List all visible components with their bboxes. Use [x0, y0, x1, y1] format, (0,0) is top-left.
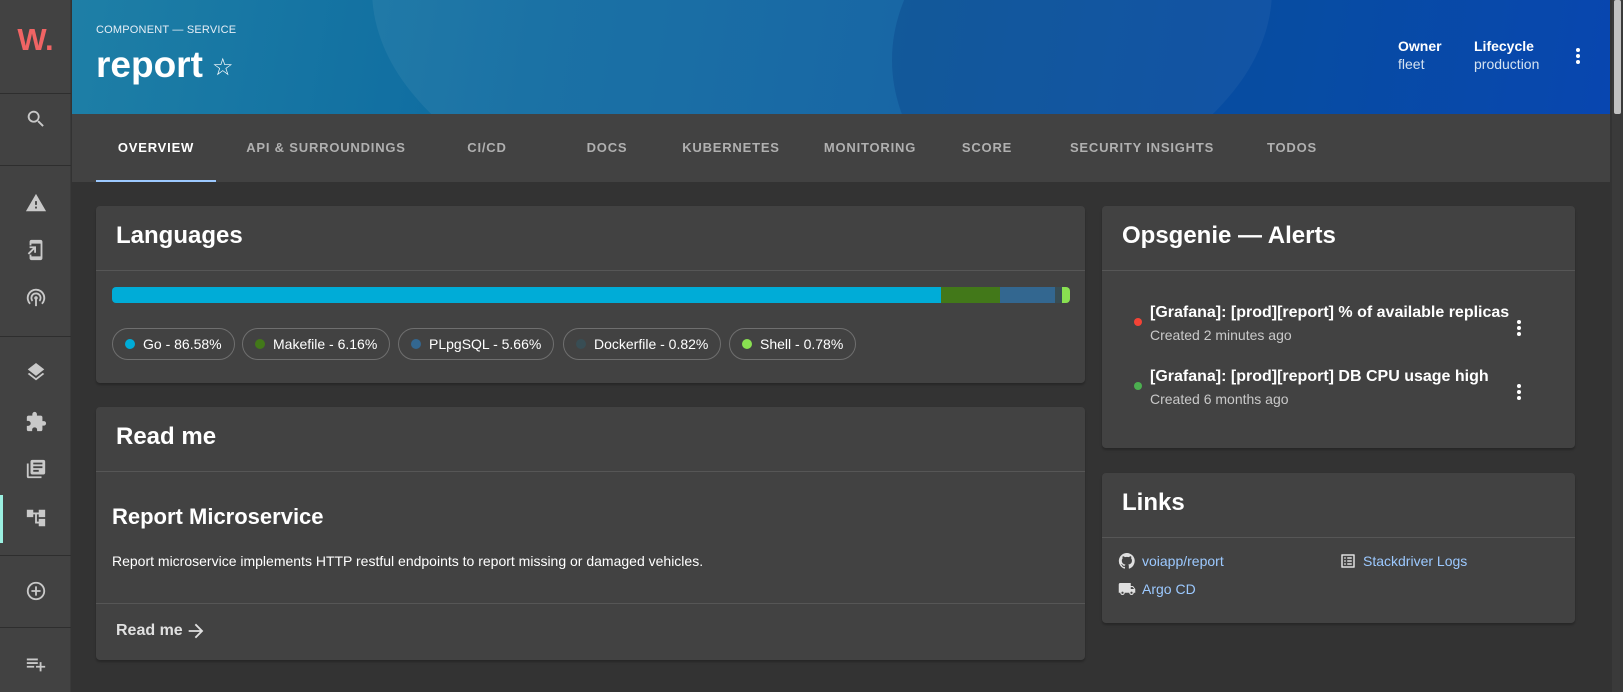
language-bar: [112, 287, 1070, 303]
sidebar-divider: [0, 555, 71, 556]
alert-title[interactable]: [Grafana]: [prod][report] % of available…: [1150, 304, 1510, 321]
playlist-add-icon[interactable]: [0, 646, 71, 682]
chip-label: Makefile - 6.16%: [273, 336, 378, 352]
card-divider: [96, 471, 1085, 472]
header-decoration: [372, 0, 1272, 114]
language-bar-segment: [941, 287, 1001, 303]
card-divider: [1102, 270, 1575, 271]
header-decoration: [892, 0, 1610, 114]
alert-subtitle: Created 6 months ago: [1150, 391, 1289, 407]
card-divider: [96, 603, 1085, 604]
alert-status-dot: [1134, 318, 1142, 326]
link-label: voiapp/report: [1142, 553, 1224, 569]
tab-todos[interactable]: TODOS: [1267, 140, 1317, 155]
card-title: Languages: [116, 222, 243, 249]
card-title: Read me: [116, 423, 217, 450]
card-title: Links: [1122, 489, 1185, 516]
github-icon: [1118, 552, 1135, 569]
link-argocd[interactable]: Argo CD: [1118, 580, 1196, 598]
card-divider: [1102, 537, 1575, 538]
layers-icon[interactable]: [0, 356, 71, 392]
tab-overview[interactable]: OVERVIEW: [117, 140, 195, 155]
lifecycle-label: Lifecycle: [1474, 38, 1534, 54]
tab-docs[interactable]: DOCS: [586, 140, 628, 155]
readme-link-label: Read me: [116, 622, 183, 639]
language-bar-segment: [1000, 287, 1055, 303]
warning-icon[interactable]: [0, 185, 71, 221]
readme-heading: Report Microservice: [112, 504, 324, 529]
language-dot: [255, 339, 265, 349]
search-icon[interactable]: [0, 101, 71, 137]
scrollbar[interactable]: [1612, 0, 1623, 692]
alert-status-dot: [1134, 382, 1142, 390]
alert-title[interactable]: [Grafana]: [prod][report] DB CPU usage h…: [1150, 368, 1489, 385]
sidebar-divider: [0, 165, 71, 166]
page-header: COMPONENT — SERVICE report ☆ Owner fleet…: [72, 0, 1610, 114]
tab-security-insights[interactable]: SECURITY INSIGHTS: [1069, 140, 1215, 155]
chip-label: Shell - 0.78%: [760, 336, 844, 352]
card-title: Opsgenie — Alerts: [1122, 222, 1336, 249]
link-stackdriver[interactable]: Stackdriver Logs: [1339, 552, 1467, 570]
readme-card: Read me Report Microservice Report micro…: [96, 407, 1085, 660]
tab-monitoring[interactable]: MONITORING: [823, 140, 917, 155]
lifecycle-value: production: [1474, 56, 1540, 72]
language-dot: [742, 339, 752, 349]
tab-score[interactable]: SCORE: [961, 140, 1013, 155]
link-label: Argo CD: [1142, 581, 1196, 597]
library-books-icon[interactable]: [0, 451, 71, 487]
languages-card: Languages Go - 86.58% Makefile - 6.16% P…: [96, 206, 1085, 383]
owner-label: Owner: [1398, 38, 1442, 54]
logo[interactable]: W.: [17, 22, 54, 57]
language-chip-plpgsql[interactable]: PLpgSQL - 5.66%: [398, 328, 555, 360]
add-circle-icon[interactable]: [0, 573, 71, 609]
sidebar-divider: [0, 627, 71, 628]
chip-label: Go - 86.58%: [143, 336, 222, 352]
language-bar-segment: [112, 287, 942, 303]
more-vert-icon[interactable]: [1514, 318, 1524, 338]
breadcrumb: COMPONENT — SERVICE: [96, 24, 237, 36]
link-github[interactable]: voiapp/report: [1118, 552, 1224, 570]
language-chip-makefile[interactable]: Makefile - 6.16%: [242, 328, 391, 360]
chip-label: Dockerfile - 0.82%: [594, 336, 709, 352]
arrow-forward-icon: [188, 623, 204, 639]
truck-icon: [1118, 583, 1136, 595]
language-dot: [576, 339, 586, 349]
language-chip-shell[interactable]: Shell - 0.78%: [729, 328, 857, 360]
more-vert-icon[interactable]: [1568, 44, 1588, 68]
device-hub-icon[interactable]: [0, 232, 71, 268]
account-tree-icon[interactable]: [0, 500, 71, 536]
readme-link[interactable]: Read me: [116, 620, 207, 642]
tab-api-surroundings[interactable]: API & SURROUNDINGS: [246, 140, 406, 155]
sidebar-divider: [0, 336, 71, 337]
star-icon[interactable]: ☆: [212, 54, 234, 81]
scrollbar-thumb[interactable]: [1614, 0, 1621, 114]
tab-cicd[interactable]: CI/CD: [467, 140, 507, 155]
alert-subtitle: Created 2 minutes ago: [1150, 327, 1292, 343]
chip-label: PLpgSQL - 5.66%: [429, 336, 542, 352]
language-dot: [125, 339, 135, 349]
sidebar-active-indicator: [0, 495, 3, 543]
broadcast-icon[interactable]: [0, 279, 71, 315]
tab-indicator: [96, 180, 216, 182]
sidebar: W.: [0, 0, 71, 692]
tab-bar: OVERVIEW API & SURROUNDINGS CI/CD DOCS K…: [72, 114, 1610, 182]
page-title: report: [96, 44, 203, 85]
more-vert-icon[interactable]: [1514, 382, 1524, 402]
readme-body: Report microservice implements HTTP rest…: [112, 553, 704, 569]
alerts-card: Opsgenie — Alerts [Grafana]: [prod][repo…: [1102, 206, 1575, 448]
link-label: Stackdriver Logs: [1363, 553, 1468, 569]
card-divider: [96, 270, 1085, 271]
extension-icon[interactable]: [0, 404, 71, 440]
sidebar-divider: [0, 93, 71, 94]
language-dot: [411, 339, 421, 349]
links-card: Links voiapp/report Stackdriver Logs Arg…: [1102, 473, 1575, 623]
language-chip-go[interactable]: Go - 86.58%: [112, 328, 235, 360]
owner-value[interactable]: fleet: [1398, 56, 1425, 72]
language-bar-segment: [1062, 287, 1070, 303]
language-chip-dockerfile[interactable]: Dockerfile - 0.82%: [563, 328, 722, 360]
language-bar-segment: [1054, 287, 1063, 303]
tab-kubernetes[interactable]: KUBERNETES: [682, 140, 780, 155]
list-alt-icon: [1341, 554, 1355, 568]
